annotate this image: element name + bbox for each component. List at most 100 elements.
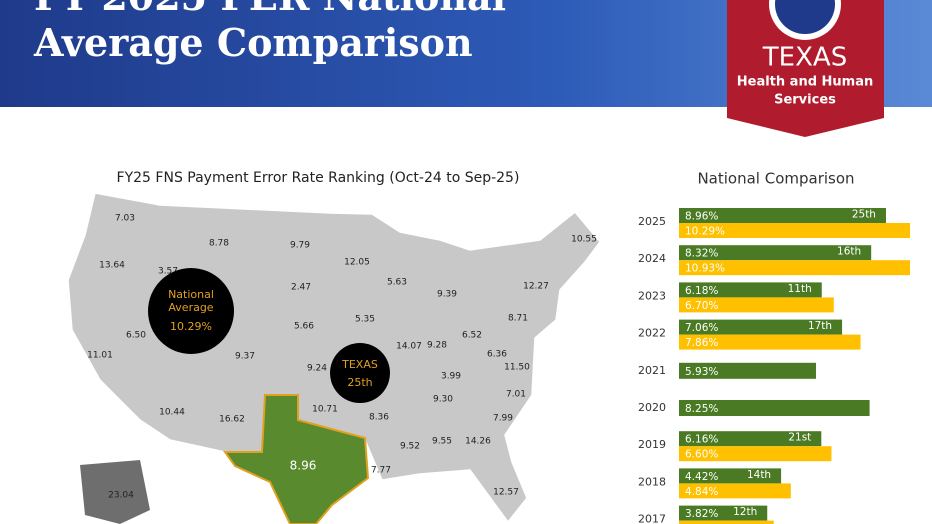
year-label: 2018 — [638, 475, 666, 488]
bar — [679, 505, 768, 521]
rank-label: 11th — [788, 283, 812, 295]
rank-label: 14th — [747, 469, 771, 481]
state-value: 9.79 — [290, 241, 310, 251]
logo-seal-inner — [775, 0, 835, 34]
state-value: 7.01 — [506, 390, 526, 400]
state-value: 12.57 — [493, 488, 519, 498]
state-value: 12.27 — [523, 282, 549, 292]
bar — [679, 431, 822, 447]
bar — [679, 245, 872, 261]
rank-label: 12th — [733, 506, 757, 518]
texas-callout — [330, 343, 390, 403]
callout-label: TEXAS — [341, 358, 378, 371]
state-value: 9.30 — [433, 395, 453, 405]
bar — [679, 362, 816, 379]
bar-label: 8.25% — [685, 403, 718, 415]
logo-subtitle: Services — [774, 93, 836, 108]
bar-label: 4.42% — [685, 471, 718, 483]
state-value: 13.64 — [99, 261, 125, 271]
state-value: 6.36 — [487, 350, 507, 360]
bar-label: 8.96% — [685, 211, 718, 223]
state-value: 3.57 — [158, 267, 178, 277]
bar-label: 6.70% — [685, 300, 718, 312]
state-value: 10.44 — [159, 408, 185, 418]
year-label: 2024 — [638, 252, 666, 265]
state-value: 7.99 — [493, 414, 513, 424]
state-value: 12.05 — [344, 258, 370, 268]
state-value: 7.77 — [371, 466, 391, 476]
state-value: 5.35 — [355, 315, 375, 325]
national-callout — [148, 268, 234, 354]
year-label: 2019 — [638, 438, 666, 451]
state-value: 3.99 — [441, 372, 461, 382]
bar — [679, 468, 782, 484]
state-value: 9.55 — [432, 437, 452, 447]
state-value: 6.50 — [126, 331, 146, 341]
bar — [679, 520, 774, 524]
state-value: 8.71 — [508, 314, 528, 324]
year-label: 2017 — [638, 513, 666, 524]
callout-label: National — [168, 288, 214, 301]
state-value: 7.03 — [115, 214, 135, 224]
state-value: 9.28 — [427, 341, 447, 351]
bar — [679, 208, 886, 223]
alaska — [80, 460, 150, 524]
texas-value: 8.96 — [290, 459, 317, 473]
state-value: 16.62 — [219, 415, 245, 425]
state-value: 5.66 — [294, 322, 314, 332]
bar — [679, 483, 791, 499]
year-label: 2020 — [638, 401, 666, 414]
state-value: 5.63 — [387, 278, 407, 288]
bar-label: 6.18% — [685, 285, 718, 297]
logo-banner — [727, 0, 884, 137]
bar — [679, 260, 910, 276]
rank-label: 25th — [852, 209, 876, 221]
chart-title: National Comparison — [697, 170, 854, 188]
state-value: 9.37 — [235, 352, 255, 362]
bar — [679, 446, 832, 462]
state-value: 14.07 — [396, 342, 422, 352]
state-value: 10.71 — [312, 405, 338, 415]
bar-label: 3.82% — [685, 508, 718, 520]
state-value: 11.01 — [87, 351, 113, 361]
bar-label: 5.93% — [685, 366, 718, 378]
bar-label: 7.86% — [685, 337, 718, 349]
logo-name: TEXAS — [762, 43, 847, 73]
bar-label: 10.93% — [685, 263, 725, 275]
year-label: 2023 — [638, 289, 666, 302]
bar — [679, 334, 861, 350]
bar-label: 8.32% — [685, 248, 718, 260]
state-value: 9.24 — [307, 364, 327, 374]
bar-label: 10.29% — [685, 226, 725, 238]
rank-label: 21st — [788, 432, 811, 444]
bar-label: 6.60% — [685, 449, 718, 461]
year-label: 2022 — [638, 327, 666, 340]
year-label: 2025 — [638, 215, 666, 228]
bar-label: 7.06% — [685, 322, 718, 334]
bar — [679, 282, 822, 298]
state-value: 14.26 — [465, 437, 491, 447]
bar — [679, 319, 843, 335]
state-value: 9.52 — [400, 442, 420, 452]
bar — [679, 223, 910, 238]
callout-value: 25th — [347, 376, 372, 389]
state-value: 8.78 — [209, 239, 229, 249]
rank-label: 17th — [808, 320, 832, 332]
bar — [679, 400, 870, 416]
texas-shape — [223, 394, 370, 524]
state-value: 23.04 — [108, 491, 134, 501]
logo-subtitle: Health and Human — [737, 75, 874, 90]
state-value: 2.47 — [291, 283, 311, 293]
year-label: 2021 — [638, 364, 666, 377]
state-value: 9.39 — [437, 290, 457, 300]
bar-label: 6.16% — [685, 434, 718, 446]
map-title: FY25 FNS Payment Error Rate Ranking (Oct… — [117, 170, 520, 186]
bar-label: 4.84% — [685, 486, 718, 498]
state-value: 11.50 — [504, 363, 530, 373]
rank-label: 16th — [837, 246, 861, 258]
callout-label: Average — [168, 301, 213, 314]
bar — [679, 297, 834, 313]
state-value: 6.52 — [462, 331, 482, 341]
